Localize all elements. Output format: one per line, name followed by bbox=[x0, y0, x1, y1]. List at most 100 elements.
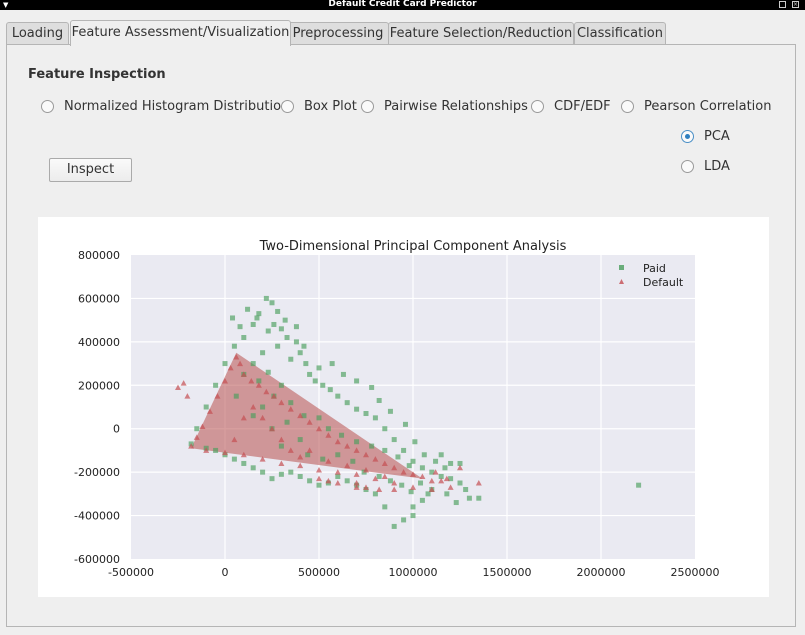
radio-button[interactable] bbox=[281, 100, 294, 113]
tab-classification[interactable]: Classification bbox=[574, 22, 666, 45]
point-default bbox=[175, 384, 181, 390]
y-tick-label: 400000 bbox=[78, 336, 120, 349]
point-paid bbox=[316, 365, 322, 371]
point-paid bbox=[410, 513, 416, 519]
point-default bbox=[438, 477, 445, 484]
close-icon[interactable]: × bbox=[792, 1, 799, 8]
point-default bbox=[325, 477, 332, 484]
point-default bbox=[263, 388, 270, 395]
point-default bbox=[334, 480, 341, 486]
x-tick-label: 2500000 bbox=[671, 566, 720, 579]
point-paid bbox=[376, 397, 382, 403]
point-paid bbox=[231, 343, 237, 349]
point-default bbox=[381, 473, 388, 479]
radio-button-checked[interactable] bbox=[681, 130, 694, 143]
point-paid bbox=[463, 487, 469, 493]
point-default bbox=[316, 466, 322, 473]
point-default bbox=[259, 456, 266, 462]
point-default bbox=[363, 451, 369, 458]
tab-preprocessing[interactable]: Preprocessing bbox=[287, 22, 389, 45]
point-paid bbox=[260, 469, 266, 475]
point-paid bbox=[376, 473, 382, 479]
radio-pca[interactable]: PCA bbox=[681, 129, 730, 144]
point-default bbox=[255, 382, 262, 388]
point-paid bbox=[288, 400, 294, 406]
x-tick-label: 0 bbox=[222, 566, 229, 579]
point-paid bbox=[354, 378, 360, 384]
point-default bbox=[372, 456, 379, 462]
point-paid bbox=[340, 371, 346, 377]
point-paid bbox=[433, 458, 439, 464]
x-tick-label: 1500000 bbox=[483, 566, 532, 579]
point-paid bbox=[316, 415, 322, 421]
radio-button[interactable] bbox=[361, 100, 374, 113]
point-paid bbox=[320, 456, 326, 462]
point-paid bbox=[293, 324, 299, 330]
point-default bbox=[316, 475, 322, 482]
point-paid bbox=[408, 489, 414, 495]
tab-feature-selection[interactable]: Feature Selection/Reduction bbox=[388, 22, 574, 45]
point-paid bbox=[387, 408, 393, 414]
point-default bbox=[353, 447, 360, 453]
point-paid bbox=[363, 411, 369, 417]
point-paid bbox=[293, 339, 299, 345]
radio-lda[interactable]: LDA bbox=[681, 159, 730, 174]
point-paid bbox=[203, 404, 209, 410]
point-paid bbox=[250, 361, 256, 367]
point-default bbox=[188, 443, 195, 449]
point-paid bbox=[241, 460, 247, 466]
legend: Paid Default bbox=[619, 262, 684, 289]
radio-pearson[interactable]: Pearson Correlation bbox=[621, 99, 771, 114]
point-paid bbox=[382, 447, 388, 453]
point-paid bbox=[222, 361, 228, 367]
window-menu-icon[interactable]: ▼ bbox=[3, 1, 9, 9]
window-title: Default Credit Card Predictor bbox=[328, 0, 477, 9]
point-default bbox=[363, 466, 369, 473]
point-paid bbox=[419, 465, 425, 471]
point-paid bbox=[457, 460, 463, 466]
point-default bbox=[353, 471, 360, 477]
point-paid bbox=[444, 491, 450, 497]
point-paid bbox=[260, 404, 266, 410]
radio-button[interactable] bbox=[621, 100, 634, 113]
maximize-icon[interactable] bbox=[779, 1, 786, 8]
point-paid bbox=[194, 426, 200, 432]
dense-point-cloud bbox=[191, 352, 423, 479]
tab-loading[interactable]: Loading bbox=[6, 22, 69, 45]
point-paid bbox=[250, 413, 256, 419]
tab-feature-assessment[interactable]: Feature Assessment/Visualization bbox=[70, 20, 291, 46]
radio-box-plot[interactable]: Box Plot bbox=[281, 99, 357, 114]
inspect-button[interactable]: Inspect bbox=[49, 158, 132, 182]
point-paid bbox=[369, 443, 375, 449]
point-paid bbox=[438, 473, 444, 479]
point-paid bbox=[372, 415, 378, 421]
radio-pairwise[interactable]: Pairwise Relationships bbox=[361, 99, 528, 114]
point-default bbox=[353, 480, 360, 486]
point-paid bbox=[213, 447, 219, 453]
radio-histogram[interactable]: Normalized Histogram Distribution bbox=[41, 99, 289, 114]
point-default bbox=[334, 438, 341, 445]
point-paid bbox=[448, 460, 454, 466]
y-tick-label: -400000 bbox=[74, 510, 120, 523]
point-default bbox=[206, 408, 213, 414]
point-paid bbox=[476, 495, 482, 501]
point-paid bbox=[278, 326, 284, 332]
radio-label: Box Plot bbox=[304, 99, 357, 114]
point-paid bbox=[401, 447, 407, 453]
point-paid bbox=[278, 443, 284, 449]
point-default bbox=[240, 371, 247, 377]
radio-button[interactable] bbox=[41, 100, 54, 113]
point-paid bbox=[284, 419, 290, 425]
radio-button[interactable] bbox=[681, 160, 694, 173]
point-paid bbox=[250, 465, 256, 471]
point-paid bbox=[395, 454, 401, 460]
point-paid bbox=[307, 478, 313, 484]
point-default bbox=[270, 393, 277, 399]
point-paid bbox=[453, 500, 459, 506]
radio-cdf-edf[interactable]: CDF/EDF bbox=[531, 99, 611, 114]
radio-button[interactable] bbox=[531, 100, 544, 113]
point-paid bbox=[245, 306, 251, 312]
point-default bbox=[353, 484, 360, 490]
point-paid bbox=[250, 321, 256, 327]
point-paid bbox=[275, 308, 281, 314]
